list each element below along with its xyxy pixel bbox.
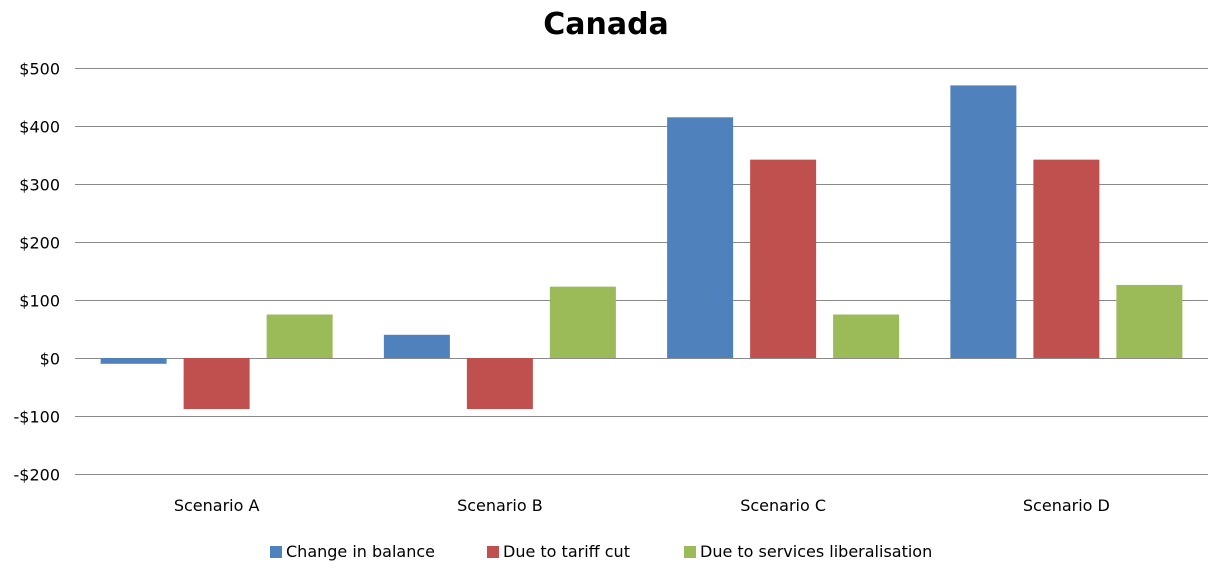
y-tick-label: $200 bbox=[19, 234, 60, 253]
y-tick-label: $300 bbox=[19, 176, 60, 195]
bar bbox=[833, 314, 900, 358]
y-tick-label: -$200 bbox=[14, 466, 61, 485]
y-tick-label: -$100 bbox=[14, 408, 61, 427]
y-tick-label: $0 bbox=[40, 350, 60, 369]
legend-label: Change in balance bbox=[286, 542, 435, 561]
legend-label: Due to tariff cut bbox=[503, 542, 630, 561]
gridlines bbox=[75, 68, 1208, 475]
bar bbox=[183, 358, 250, 410]
legend-swatch bbox=[270, 546, 282, 558]
bar bbox=[750, 159, 817, 358]
bar bbox=[1116, 284, 1183, 358]
bar bbox=[549, 286, 616, 358]
y-axis-tick-labels: $500 $400 $300 $200 $100 $0 -$100 -$200 bbox=[14, 60, 61, 485]
bar bbox=[1033, 159, 1100, 358]
x-category-label: Scenario B bbox=[457, 496, 543, 515]
legend: Change in balance Due to tariff cut Due to… bbox=[270, 542, 932, 561]
bar bbox=[100, 358, 167, 364]
legend-swatch bbox=[684, 546, 696, 558]
legend-swatch bbox=[487, 546, 499, 558]
chart-title: Canada bbox=[543, 7, 669, 42]
bar bbox=[266, 314, 333, 358]
legend-label: Due to services liberalisation bbox=[700, 542, 932, 561]
x-category-label: Scenario D bbox=[1023, 496, 1110, 515]
bar bbox=[466, 358, 533, 410]
x-category-label: Scenario C bbox=[740, 496, 826, 515]
x-category-label: Scenario A bbox=[174, 496, 260, 515]
bar bbox=[950, 85, 1017, 359]
y-tick-label: $100 bbox=[19, 292, 60, 311]
x-axis-category-labels: Scenario A Scenario B Scenario C Scenario D bbox=[174, 496, 1110, 515]
y-tick-label: $400 bbox=[19, 118, 60, 137]
bars bbox=[100, 85, 1183, 410]
bar bbox=[667, 117, 734, 358]
y-tick-label: $500 bbox=[19, 60, 60, 79]
bar bbox=[383, 334, 450, 358]
